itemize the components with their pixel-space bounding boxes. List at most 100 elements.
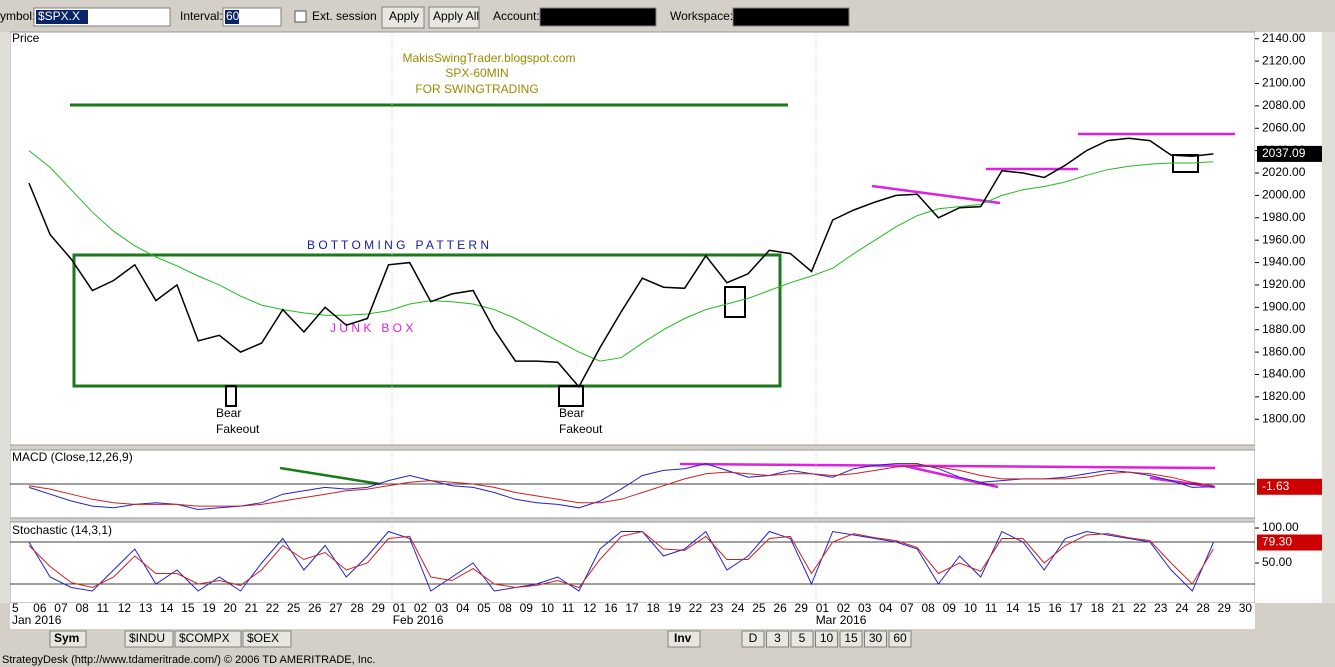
x-tick-label: 14 [160, 601, 174, 615]
tab-text[interactable]: 5 [799, 631, 806, 645]
x-tick-label: 02 [414, 601, 428, 615]
tab[interactable] [174, 630, 242, 648]
x-tick-label: 09 [520, 601, 534, 615]
left-strip [0, 32, 10, 603]
tab[interactable] [667, 630, 701, 648]
tab[interactable] [888, 630, 912, 648]
interval-value[interactable]: 60 [226, 9, 240, 23]
x-tick-label: 5 [12, 601, 19, 615]
x-tick-label: 24 [731, 601, 745, 615]
workspace-box[interactable] [732, 7, 850, 27]
annotation: Bear [559, 406, 584, 420]
tab-text[interactable]: $INDU [129, 631, 165, 645]
x-tick-label: 30 [1239, 601, 1253, 615]
x-tick-label: 20 [224, 601, 238, 615]
y-tick-label: 2000.00 [1262, 188, 1306, 202]
x-tick-label: 29 [1218, 601, 1232, 615]
annotation: MakisSwingTrader.blogspot.com [403, 51, 576, 65]
x-tick-label: 24 [1175, 601, 1189, 615]
x-tick-label: 23 [1154, 601, 1168, 615]
tab[interactable] [49, 630, 87, 648]
x-tick-label: 17 [1070, 601, 1084, 615]
x-tick-label: 10 [541, 601, 555, 615]
x-tick-label: 25 [287, 601, 301, 615]
x-tick-label: 18 [647, 601, 661, 615]
tab-text[interactable]: 10 [820, 631, 834, 645]
x-tick-label: 15 [181, 601, 195, 615]
moving-average [28, 150, 1214, 362]
x-tick-label: 07 [54, 601, 68, 615]
y-tick-label: 1940.00 [1262, 255, 1306, 269]
y-tick-label: 2060.00 [1262, 120, 1306, 134]
account-box[interactable] [539, 7, 657, 27]
y-tick-label: 2080.00 [1262, 98, 1306, 112]
fakeout-box [225, 385, 237, 407]
panel-title: MACD (Close,12,26,9) [12, 450, 133, 464]
tab[interactable] [242, 630, 292, 648]
month-label: Feb 2016 [393, 613, 444, 627]
tab-text[interactable]: 60 [893, 631, 907, 645]
x-tick-label: 13 [139, 601, 153, 615]
macd-trend [279, 466, 381, 486]
last-price: 2037.09 [1262, 146, 1306, 160]
panel-title: Stochastic (14,3,1) [12, 523, 112, 537]
y-tick-label: 1900.00 [1262, 300, 1306, 314]
y-tick-label: 2020.00 [1262, 165, 1306, 179]
x-tick-label: 08 [498, 601, 512, 615]
tab[interactable] [124, 630, 174, 648]
tab-text[interactable]: 3 [774, 631, 781, 645]
x-tick-label: 08 [921, 601, 935, 615]
x-tick-label: 25 [752, 601, 766, 615]
ext-checkbox[interactable] [294, 10, 307, 23]
tab[interactable] [815, 630, 838, 648]
x-tick-label: 27 [329, 601, 343, 615]
x-tick-label: 14 [1006, 601, 1020, 615]
apply-all-button[interactable] [428, 6, 480, 29]
tab[interactable] [766, 630, 789, 648]
x-tick-label: 08 [75, 601, 89, 615]
y-tick-label: 1820.00 [1262, 389, 1306, 403]
x-tick-label: 11 [562, 601, 575, 615]
x-tick-label: 29 [795, 601, 809, 615]
tab-text[interactable]: 30 [869, 631, 883, 645]
x-tick-label: 22 [266, 601, 280, 615]
apply-button[interactable] [381, 6, 425, 29]
tab-text[interactable]: D [749, 631, 758, 645]
x-tick-label: 16 [604, 601, 618, 615]
x-tick-label: 05 [477, 601, 491, 615]
last-price-tag [1257, 145, 1322, 162]
tab-text[interactable]: $OEX [247, 631, 279, 645]
symbol-value[interactable]: $SPX.X [38, 9, 80, 23]
annotation: Fakeout [559, 422, 603, 436]
tab[interactable] [790, 630, 814, 648]
tab-text[interactable]: $COMPX [179, 631, 230, 645]
macd-line [28, 464, 1214, 507]
annotation: FOR SWINGTRADING [415, 82, 538, 96]
x-tick-label: 22 [689, 601, 703, 615]
x-tick-label: 15 [1027, 601, 1041, 615]
price-panel [9, 31, 1256, 446]
x-tick-label: 10 [964, 601, 978, 615]
tab-text[interactable]: Inv [674, 631, 692, 645]
interval-tabs: D 3 5 10 15 30 60 [741, 630, 912, 648]
macd-line [28, 463, 1214, 511]
tab-text[interactable]: Sym [54, 631, 79, 645]
tab[interactable] [741, 630, 765, 648]
y-tick-label: 50.00 [1262, 555, 1292, 569]
apply-all-text[interactable]: Apply All [433, 9, 479, 23]
macd-trend [1149, 476, 1216, 489]
apply-text[interactable]: Apply [389, 9, 419, 23]
stoch-last: 79.30 [1262, 535, 1292, 549]
tab[interactable] [864, 630, 887, 648]
tab[interactable] [839, 630, 863, 648]
month-label: Jan 2016 [12, 613, 62, 627]
x-tick-label: 22 [1133, 601, 1147, 615]
annotation: Fakeout [216, 422, 260, 436]
scrollbar[interactable] [1322, 32, 1335, 603]
y-tick-label: 2140.00 [1262, 31, 1306, 45]
dip-box [724, 286, 746, 318]
interval-sel [225, 10, 239, 24]
tab-text[interactable]: 15 [844, 631, 858, 645]
